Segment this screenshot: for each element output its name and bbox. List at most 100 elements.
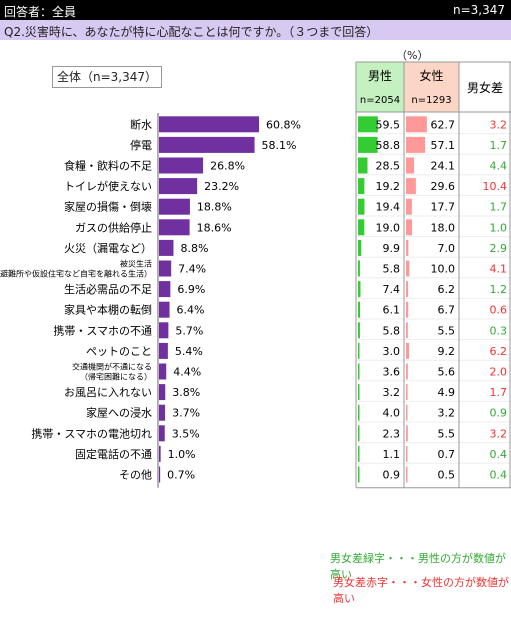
bar bbox=[159, 198, 190, 215]
male-bar bbox=[358, 136, 378, 153]
male-bar bbox=[358, 384, 360, 401]
female-bar bbox=[406, 281, 409, 298]
female-value: 9.2 bbox=[438, 345, 456, 358]
female-header: 女性 bbox=[419, 68, 443, 83]
category-label: 停電 bbox=[130, 138, 152, 152]
diff-value: 10.4 bbox=[483, 180, 508, 193]
diff-value: 1.7 bbox=[490, 139, 508, 152]
female-value: 4.9 bbox=[438, 386, 456, 399]
male-bar bbox=[358, 322, 360, 339]
diff-value: 1.7 bbox=[490, 386, 508, 399]
bar bbox=[159, 425, 165, 442]
female-value: 5.5 bbox=[438, 324, 456, 337]
diff-value: 0.3 bbox=[490, 324, 508, 337]
male-bar bbox=[358, 425, 360, 442]
category-label: 家屋への浸水 bbox=[86, 406, 152, 420]
male-value: 7.4 bbox=[383, 283, 401, 296]
female-value: 24.1 bbox=[431, 160, 456, 173]
category-label: 固定電話の不通 bbox=[75, 447, 152, 461]
question-bar: Q2.災害時に、あなたが特に心配なことは何ですか。（３つまで回答） bbox=[0, 20, 511, 40]
diff-value: 1.0 bbox=[490, 221, 508, 234]
category-label: 被災生活（避難所や仮設住宅など自宅を離れる生活） bbox=[0, 259, 152, 279]
male-bar bbox=[358, 301, 361, 318]
male-bar bbox=[358, 157, 368, 174]
category-label: その他 bbox=[119, 469, 152, 482]
category-label: 火災（漏電など） bbox=[64, 242, 152, 255]
female-n: n=1293 bbox=[411, 95, 451, 106]
male-bar bbox=[358, 445, 360, 462]
diff-value: 3.2 bbox=[490, 427, 508, 440]
bar bbox=[159, 136, 255, 153]
note-red: 男女差赤字・・・女性の方が数値が高い bbox=[333, 576, 509, 605]
data-label: 3.8% bbox=[172, 386, 200, 399]
data-label: 60.8% bbox=[266, 118, 301, 131]
category-label: 家具や本棚の転倒 bbox=[64, 303, 152, 317]
data-label: 1.0% bbox=[168, 448, 196, 461]
male-bar bbox=[358, 116, 378, 133]
bar bbox=[159, 301, 170, 318]
bar bbox=[159, 116, 259, 133]
male-value: 9.9 bbox=[383, 242, 401, 255]
data-label: 58.1% bbox=[262, 139, 297, 152]
data-label: 18.6% bbox=[197, 221, 232, 234]
male-value: 5.8 bbox=[383, 324, 401, 337]
bar bbox=[159, 178, 198, 195]
diff-value: 0.9 bbox=[490, 407, 508, 420]
bar bbox=[159, 239, 174, 256]
category-label: 家屋の損傷・倒壊 bbox=[64, 200, 152, 214]
diff-value: 6.2 bbox=[490, 345, 508, 358]
male-value: 1.1 bbox=[383, 448, 401, 461]
female-bar bbox=[406, 342, 410, 359]
category-label: ガスの供給停止 bbox=[75, 220, 152, 234]
diff-value: 1.2 bbox=[490, 283, 508, 296]
male-value: 59.5 bbox=[376, 118, 401, 131]
diff-header: 男女差 bbox=[467, 80, 503, 95]
female-bar bbox=[406, 466, 408, 483]
bar bbox=[159, 363, 167, 380]
diff-value: 1.7 bbox=[490, 201, 508, 214]
diff-value: 0.6 bbox=[490, 304, 508, 317]
male-bar bbox=[358, 466, 360, 483]
diff-value: 0.4 bbox=[490, 448, 508, 461]
female-bar bbox=[406, 363, 408, 380]
bar bbox=[159, 466, 161, 483]
female-bar bbox=[406, 445, 408, 462]
data-label: 3.7% bbox=[172, 407, 200, 420]
male-bar bbox=[358, 281, 361, 298]
unit-label: （%） bbox=[396, 49, 429, 62]
male-header: 男性 bbox=[368, 69, 392, 83]
male-bar bbox=[358, 219, 365, 236]
female-bar bbox=[406, 425, 408, 442]
total-legend-box: 全体（n=3,347） bbox=[52, 66, 162, 88]
female-bar bbox=[406, 136, 426, 153]
category-label: ペットのこと bbox=[86, 345, 152, 358]
bar bbox=[159, 281, 171, 298]
male-header-bg bbox=[356, 62, 404, 112]
male-bar bbox=[358, 404, 360, 421]
data-label: 18.8% bbox=[197, 201, 232, 214]
female-value: 5.5 bbox=[438, 427, 456, 440]
diff-value: 0.4 bbox=[490, 469, 508, 482]
male-value: 3.0 bbox=[383, 345, 401, 358]
diff-value: 4.1 bbox=[490, 263, 508, 276]
diff-value: 3.2 bbox=[490, 118, 508, 131]
male-value: 19.2 bbox=[376, 180, 401, 193]
female-value: 6.2 bbox=[438, 283, 456, 296]
male-value: 3.6 bbox=[383, 366, 401, 379]
data-label: 7.4% bbox=[178, 263, 206, 276]
category-label: 携帯・スマホの不通 bbox=[53, 323, 152, 337]
female-bar bbox=[406, 116, 427, 133]
female-value: 3.2 bbox=[438, 407, 456, 420]
female-value: 6.7 bbox=[438, 304, 456, 317]
male-value: 3.2 bbox=[383, 386, 401, 399]
female-bar bbox=[406, 178, 416, 195]
data-label: 23.2% bbox=[204, 180, 239, 193]
category-label: お風呂に入れない bbox=[64, 386, 152, 399]
bar bbox=[159, 157, 204, 174]
female-value: 0.5 bbox=[438, 469, 456, 482]
diff-value: 2.9 bbox=[490, 242, 508, 255]
female-bar bbox=[406, 404, 408, 421]
category-label: 食糧・飲料の不足 bbox=[64, 159, 152, 173]
female-bar bbox=[406, 219, 412, 236]
data-label: 6.4% bbox=[177, 304, 205, 317]
